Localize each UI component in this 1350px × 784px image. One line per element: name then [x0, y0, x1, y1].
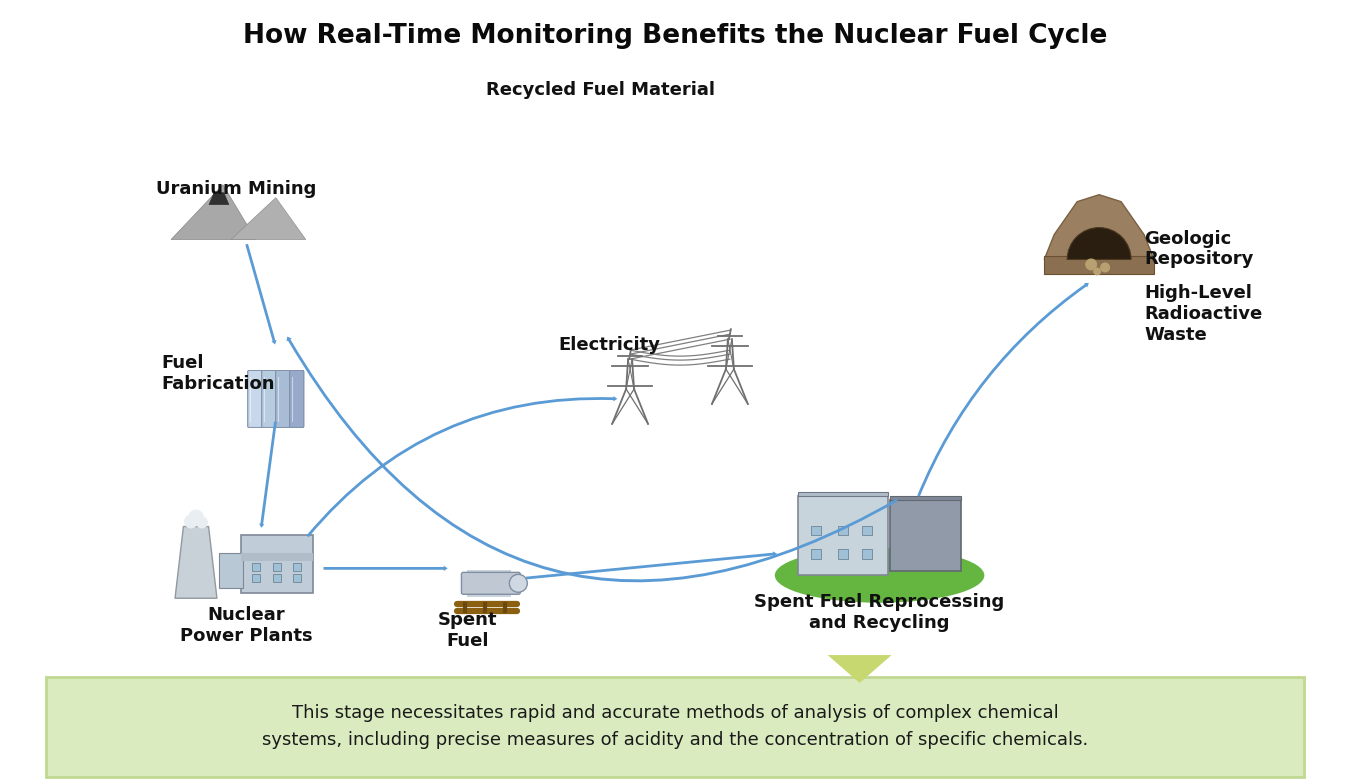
FancyBboxPatch shape [811, 550, 821, 560]
Circle shape [188, 510, 204, 525]
FancyBboxPatch shape [462, 572, 520, 594]
FancyBboxPatch shape [248, 371, 262, 427]
FancyBboxPatch shape [290, 371, 304, 427]
Text: Fuel
Fabrication: Fuel Fabrication [161, 354, 274, 393]
FancyBboxPatch shape [838, 525, 848, 535]
FancyBboxPatch shape [1045, 256, 1154, 274]
FancyBboxPatch shape [275, 371, 290, 427]
FancyBboxPatch shape [248, 371, 262, 427]
Circle shape [196, 517, 208, 528]
FancyBboxPatch shape [811, 525, 821, 535]
Circle shape [1085, 259, 1098, 270]
Polygon shape [231, 198, 305, 240]
FancyBboxPatch shape [275, 371, 290, 427]
FancyBboxPatch shape [863, 525, 872, 535]
Circle shape [509, 575, 528, 592]
FancyBboxPatch shape [798, 495, 887, 575]
FancyBboxPatch shape [467, 570, 512, 573]
FancyBboxPatch shape [46, 677, 1304, 777]
FancyBboxPatch shape [863, 550, 872, 560]
Text: This stage necessitates rapid and accurate methods of analysis of complex chemic: This stage necessitates rapid and accura… [262, 704, 1088, 750]
FancyBboxPatch shape [290, 371, 304, 427]
Polygon shape [1045, 194, 1154, 260]
Text: Spent Fuel Reprocessing
and Recycling: Spent Fuel Reprocessing and Recycling [755, 593, 1004, 632]
Polygon shape [171, 185, 256, 240]
Circle shape [1100, 263, 1110, 272]
FancyBboxPatch shape [240, 553, 313, 561]
FancyBboxPatch shape [293, 564, 301, 572]
FancyBboxPatch shape [798, 492, 887, 495]
Text: Spent
Fuel: Spent Fuel [437, 612, 497, 650]
Text: Geologic
Repository: Geologic Repository [1143, 230, 1253, 268]
FancyBboxPatch shape [251, 574, 259, 582]
FancyBboxPatch shape [273, 574, 281, 582]
Wedge shape [1068, 227, 1131, 260]
FancyBboxPatch shape [262, 371, 275, 427]
FancyBboxPatch shape [890, 495, 961, 499]
Text: Recycled Fuel Material: Recycled Fuel Material [486, 81, 714, 99]
Text: High-Level
Radioactive
Waste: High-Level Radioactive Waste [1143, 285, 1262, 344]
Text: Electricity: Electricity [559, 336, 660, 354]
FancyBboxPatch shape [838, 550, 848, 560]
FancyBboxPatch shape [262, 371, 275, 427]
FancyBboxPatch shape [248, 371, 262, 427]
FancyBboxPatch shape [240, 535, 313, 593]
FancyBboxPatch shape [219, 554, 243, 588]
FancyBboxPatch shape [273, 564, 281, 572]
Polygon shape [176, 527, 217, 598]
Polygon shape [209, 193, 230, 205]
FancyBboxPatch shape [890, 499, 961, 572]
Text: Uranium Mining: Uranium Mining [157, 180, 316, 198]
FancyBboxPatch shape [467, 582, 512, 585]
FancyBboxPatch shape [293, 574, 301, 582]
Ellipse shape [775, 548, 984, 603]
Text: Nuclear
Power Plants: Nuclear Power Plants [180, 606, 312, 645]
FancyBboxPatch shape [251, 564, 259, 572]
FancyBboxPatch shape [467, 593, 512, 597]
Circle shape [184, 514, 198, 528]
Text: How Real-Time Monitoring Benefits the Nuclear Fuel Cycle: How Real-Time Monitoring Benefits the Nu… [243, 24, 1107, 49]
Polygon shape [828, 655, 891, 683]
FancyBboxPatch shape [262, 371, 275, 427]
FancyBboxPatch shape [275, 371, 290, 427]
FancyBboxPatch shape [290, 371, 304, 427]
Circle shape [1094, 267, 1102, 275]
